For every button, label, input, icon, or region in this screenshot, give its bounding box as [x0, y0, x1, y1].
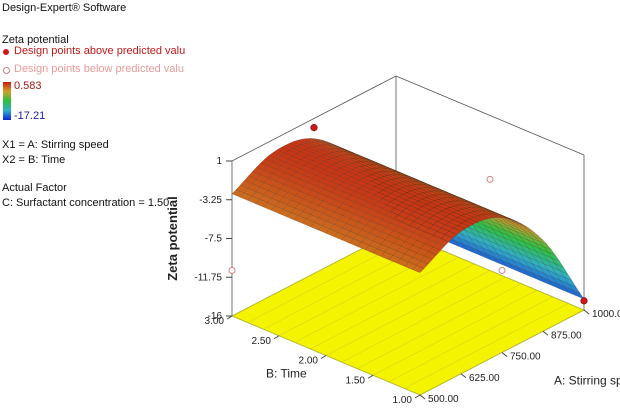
floor-grid-line — [404, 303, 569, 389]
y-tick — [367, 374, 374, 379]
above-point-icon — [3, 49, 9, 55]
color-max-label: 0.583 — [14, 80, 42, 92]
y-tick — [226, 315, 233, 320]
y-axis-label: B: Time — [266, 367, 307, 381]
x2-definition: X2 = B: Time — [2, 154, 66, 166]
z-tick-label: -16 — [208, 311, 223, 322]
above-label: Design points above predicted valu — [14, 45, 186, 57]
box-edge — [231, 75, 397, 162]
x-tick — [583, 309, 590, 315]
x-tick — [542, 330, 549, 336]
x-axis-label: A: Stirring speed — [554, 374, 620, 388]
box-edge — [395, 75, 585, 156]
actual-factor-value: C: Surfactant concentration = 1.50 — [2, 197, 170, 209]
response-name: Zeta potential — [2, 34, 69, 46]
z-tick-label: -11.75 — [194, 272, 222, 283]
surface-mesh — [231, 138, 585, 300]
design-point-below — [486, 175, 494, 183]
floor-grid-line — [372, 290, 538, 376]
floor-grid-line — [341, 276, 506, 363]
design-point-below — [228, 266, 236, 274]
y-tick-label: 1.00 — [393, 395, 413, 406]
x1-definition: X1 = A: Stirring speed — [2, 139, 109, 151]
x-tick — [501, 352, 508, 357]
z-tick-label: -7.5 — [205, 234, 223, 245]
design-point-above — [310, 124, 318, 132]
design-point-below — [498, 266, 506, 274]
legend-panel: Design-Expert® Software Zeta potential D… — [0, 0, 215, 260]
y-tick — [273, 335, 280, 340]
x-tick-label: 875.00 — [551, 330, 582, 341]
x-tick — [460, 373, 467, 379]
x-tick-label: 750.00 — [510, 352, 541, 363]
y-tick-label: 2.00 — [299, 356, 319, 367]
x-tick-label: 1000.00 — [592, 309, 620, 320]
floor-grid-line — [294, 257, 459, 343]
color-min-label: -17.21 — [14, 110, 46, 122]
below-label: Design points below predicted valu — [14, 63, 184, 75]
z-axis-label: Zeta potential — [165, 196, 180, 281]
y-tick-label: 3.00 — [205, 316, 225, 327]
y-tick-label: 2.50 — [252, 336, 272, 347]
design-point-above — [580, 297, 588, 305]
floor-grid-line — [357, 283, 522, 369]
z-tick-label: -3.25 — [199, 195, 222, 206]
software-title: Design-Expert® Software — [2, 2, 127, 14]
z-tick-label: 1 — [216, 156, 222, 167]
y-tick-label: 1.50 — [346, 375, 366, 386]
floor-grid-line — [310, 263, 475, 350]
floor-grid-line — [388, 296, 553, 383]
y-tick — [320, 355, 327, 359]
x-tick-label: 500.00 — [428, 394, 459, 405]
x-tick — [419, 394, 426, 400]
below-point-icon — [3, 67, 10, 74]
actual-factor-heading: Actual Factor — [2, 182, 67, 194]
y-tick — [414, 394, 421, 399]
x-tick-label: 625.00 — [469, 373, 500, 384]
surface-cell — [411, 265, 425, 273]
color-scale-bar — [3, 82, 11, 120]
floor-grid-line — [325, 270, 491, 356]
